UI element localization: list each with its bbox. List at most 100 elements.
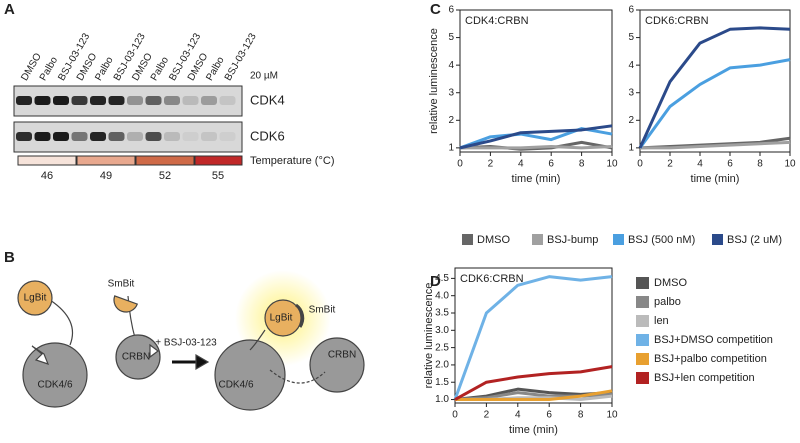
degrader	[269, 369, 326, 384]
y-tick-label: 3	[448, 87, 454, 98]
smbit	[295, 303, 305, 328]
x-tick-label: 10	[606, 410, 618, 421]
temperature: 52	[159, 170, 171, 182]
chart-title: CDK6:CRBN	[460, 273, 524, 285]
band	[164, 96, 180, 105]
band	[34, 132, 51, 141]
series-line	[455, 389, 613, 402]
y-tick-label: 4.5	[435, 273, 449, 284]
band	[108, 96, 125, 105]
legend-label: BSJ (2 uM)	[727, 234, 782, 246]
legend-swatch	[636, 334, 649, 346]
cdk-shape	[22, 342, 88, 408]
band	[145, 132, 162, 141]
band	[16, 132, 32, 141]
legend-label: BSJ-bump	[547, 234, 598, 246]
y-tick-label: 3	[628, 87, 634, 98]
panel-label: D	[430, 273, 441, 290]
node-label: SmBit	[309, 305, 336, 316]
band	[90, 132, 106, 141]
pocket	[149, 343, 159, 359]
x-tick-label: 2	[484, 410, 490, 421]
band	[108, 132, 125, 141]
legend-label: BSJ (500 nM)	[628, 234, 695, 246]
x-axis-label: time (min)	[509, 424, 558, 436]
node-label: CRBN	[328, 350, 356, 361]
temp-bar	[76, 155, 136, 166]
temperature: 55	[212, 170, 224, 182]
legend-label: len	[654, 315, 669, 327]
legend-label: BSJ+len competition	[654, 372, 755, 384]
node-label: LgBit	[24, 293, 47, 304]
x-tick-label: 0	[637, 159, 643, 170]
legend-label: BSJ+palbo competition	[654, 353, 767, 365]
y-tick-label: 1	[448, 143, 454, 154]
x-axis-label: time (min)	[691, 173, 740, 185]
x-tick-label: 2	[667, 159, 673, 170]
panel-label: A	[4, 1, 15, 18]
y-tick-label: 6	[628, 5, 634, 16]
band	[201, 96, 217, 105]
arrow-head	[195, 353, 210, 371]
temperature: 49	[100, 170, 112, 182]
x-axis-label: time (min)	[512, 173, 561, 185]
legend-label: BSJ+DMSO competition	[654, 334, 773, 346]
series-line	[453, 275, 613, 401]
band	[219, 96, 236, 105]
legend-swatch	[636, 296, 649, 308]
row-label: CDK6	[250, 128, 285, 143]
x-tick-label: 6	[548, 159, 554, 170]
legend-swatch	[636, 353, 649, 365]
row-label: CDK4	[250, 92, 285, 107]
band	[53, 132, 69, 141]
y-tick-label: 1.5	[435, 377, 449, 388]
y-tick-label: 2	[448, 115, 454, 126]
crbn-shape	[115, 334, 161, 380]
series-line	[454, 365, 613, 401]
band	[164, 132, 180, 141]
y-tick-label: 4.0	[435, 290, 449, 301]
y-tick-label: 2.5	[435, 342, 449, 353]
x-tick-label: 10	[784, 159, 796, 170]
y-tick-label: 2.0	[435, 360, 449, 371]
legend-label: DMSO	[477, 234, 510, 246]
temp-bar	[17, 155, 77, 166]
linker	[49, 299, 74, 346]
y-tick-label: 3.5	[435, 308, 449, 319]
cdk-shape	[214, 339, 286, 411]
arrow-label: + BSJ-03-123	[155, 338, 217, 349]
y-tick-label: 1	[628, 143, 634, 154]
pocket	[31, 345, 50, 365]
band	[201, 132, 217, 141]
legend-swatch	[636, 315, 649, 327]
legend-swatch	[636, 277, 649, 289]
band	[34, 96, 51, 105]
chart-title: CDK4:CRBN	[465, 15, 529, 27]
panel-label: B	[4, 249, 15, 266]
crbn-shape	[309, 337, 365, 393]
plot-frame	[459, 9, 613, 153]
node-label: CRBN	[122, 352, 150, 363]
plot-frame	[639, 9, 791, 153]
diagram-labels: LgBit SmBit CRBN CDK4/6 + BSJ-03-123 LgB…	[24, 279, 357, 391]
node-label: SmBit	[108, 279, 135, 290]
x-tick-label: 6	[727, 159, 733, 170]
legend-swatch	[613, 234, 624, 245]
temp-bar	[194, 155, 243, 166]
band	[219, 132, 236, 141]
y-tick-label: 4	[628, 60, 634, 71]
band	[145, 96, 162, 105]
x-tick-label: 4	[515, 410, 521, 421]
x-tick-label: 10	[606, 159, 618, 170]
series-line	[638, 26, 791, 149]
legend-swatch	[532, 234, 543, 245]
blot-strip	[13, 121, 243, 153]
temperature-label: Temperature (°C)	[250, 155, 334, 167]
band	[127, 132, 143, 141]
x-tick-label: 0	[457, 159, 463, 170]
x-tick-label: 8	[578, 410, 584, 421]
x-tick-label: 0	[452, 410, 458, 421]
y-tick-label: 1.0	[435, 394, 449, 405]
legend-swatch	[462, 234, 473, 245]
y-tick-label: 2	[628, 115, 634, 126]
